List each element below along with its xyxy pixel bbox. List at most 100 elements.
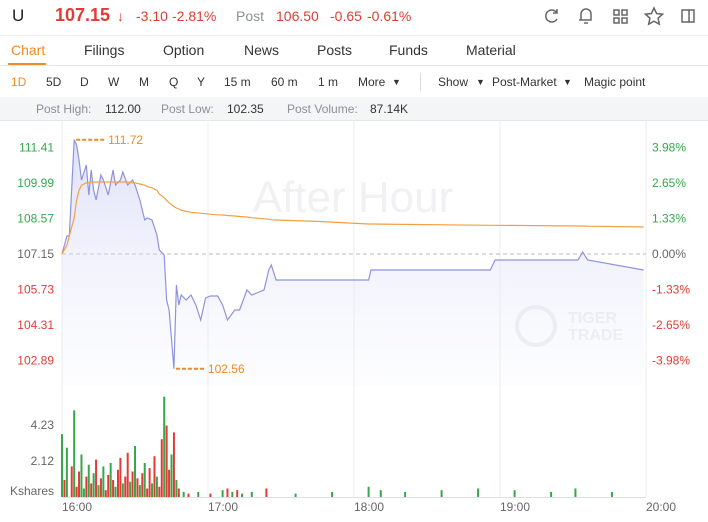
y2-tick-label: -1.33% — [652, 283, 690, 297]
volume-bar — [134, 446, 136, 497]
volume-bar — [153, 456, 156, 497]
tab-underline — [8, 63, 46, 65]
volume-bar — [131, 471, 134, 497]
period[interactable]: 15 m — [224, 75, 251, 89]
toolbar-item[interactable]: Post-Market — [492, 75, 557, 89]
period[interactable]: 1D — [11, 75, 27, 89]
volume-bar — [440, 490, 443, 497]
period[interactable]: W — [108, 75, 120, 89]
tab[interactable]: Posts — [317, 42, 353, 58]
volume-bar — [124, 476, 127, 497]
volume-bar — [90, 483, 93, 497]
stat-label: Post Volume: — [287, 102, 358, 116]
post-price: 106.50 — [276, 8, 319, 24]
volume-bar — [182, 491, 185, 497]
chart: After HourTIGERTRADE16:0017:0018:0019:00… — [0, 120, 708, 514]
dropdown-caret: ▼ — [563, 77, 572, 87]
tab[interactable]: Option — [163, 42, 205, 58]
period[interactable]: Q — [169, 75, 179, 89]
tab[interactable]: Filings — [84, 42, 125, 58]
change: -3.10 — [136, 8, 168, 24]
period[interactable]: D — [80, 75, 89, 89]
tab[interactable]: Funds — [389, 42, 428, 58]
period[interactable]: 1 m — [318, 75, 339, 89]
volume-bar — [165, 425, 168, 497]
volume-bar — [151, 483, 154, 497]
y2-tick-label: 2.65% — [652, 176, 686, 190]
volume-bar — [404, 491, 407, 497]
volume-bar — [116, 469, 119, 497]
tab[interactable]: News — [244, 42, 280, 58]
volume-bar — [73, 410, 76, 497]
volume-bar — [143, 463, 146, 497]
period[interactable]: More — [358, 75, 386, 89]
change-pct: -2.81% — [172, 8, 217, 24]
stats-bar — [0, 97, 708, 120]
y-tick-label: 109.99 — [17, 176, 54, 190]
tab[interactable]: Chart — [11, 42, 46, 58]
volume-bar — [129, 481, 132, 497]
toolbar-item[interactable]: Magic point — [584, 75, 646, 89]
volume-bar — [610, 491, 613, 497]
volume-bar — [265, 488, 268, 497]
panel-icon[interactable] — [681, 9, 695, 23]
volume-bar — [158, 486, 161, 497]
y-tick-label: 104.31 — [17, 318, 54, 332]
volume-bar — [379, 490, 382, 497]
volume-bar — [477, 488, 480, 497]
volume-bar — [175, 480, 178, 497]
volume-bar — [197, 491, 200, 497]
separator — [420, 73, 421, 91]
volume-bar — [168, 469, 171, 497]
symbol: U — [12, 6, 25, 25]
x-tick-label: 20:00 — [646, 500, 676, 514]
tab[interactable]: Material — [466, 42, 516, 58]
volume-bar — [163, 396, 166, 497]
volume-bar — [92, 473, 95, 497]
stat-label: Post Low: — [161, 102, 214, 116]
refresh-icon[interactable] — [545, 9, 558, 23]
volume-bar — [97, 485, 100, 497]
price-area — [62, 139, 644, 385]
post-change-pct: -0.61% — [367, 8, 412, 24]
volume-bar — [121, 483, 124, 497]
volume-bar — [241, 493, 244, 497]
volume-bar — [138, 485, 141, 497]
y2-tick-label: 0.00% — [652, 247, 686, 261]
volume-tick-label: 2.12 — [31, 454, 55, 468]
period[interactable]: Y — [197, 75, 206, 89]
volume-bar — [160, 439, 163, 497]
volume-bar — [331, 491, 334, 497]
grid-icon[interactable] — [613, 9, 628, 24]
volume-bar — [550, 491, 553, 497]
volume-bar — [99, 478, 102, 497]
session: Post — [236, 8, 265, 24]
period[interactable]: M — [139, 75, 149, 89]
volume-bar — [78, 471, 81, 497]
period[interactable]: 5D — [46, 75, 62, 89]
star-icon[interactable] — [643, 6, 665, 26]
bell-icon[interactable] — [579, 8, 592, 24]
y2-tick-label: 3.98% — [652, 140, 686, 154]
volume-bar — [104, 490, 107, 497]
volume-bar — [65, 447, 68, 497]
y2-tick-label: -2.65% — [652, 318, 690, 332]
volume-bar — [250, 491, 253, 497]
divider — [0, 65, 708, 66]
volume-bar — [126, 452, 129, 497]
dropdown-caret: ▼ — [476, 77, 485, 87]
volume-bar — [114, 486, 117, 497]
toolbar-item[interactable]: Show — [438, 75, 469, 89]
stat-label: Post High: — [36, 102, 92, 116]
dropdown-caret: ▼ — [392, 77, 401, 87]
volume-bar — [141, 473, 144, 497]
y2-tick-label: 1.33% — [652, 211, 686, 225]
volume-bar — [85, 476, 88, 497]
y-tick-label: 107.15 — [17, 247, 54, 261]
period[interactable]: 60 m — [271, 75, 298, 89]
x-tick-label: 18:00 — [354, 500, 384, 514]
stat-value: 102.35 — [227, 102, 264, 116]
post-change: -0.65 — [330, 8, 362, 24]
volume-bar — [82, 488, 85, 497]
down-arrow: ↓ — [117, 8, 124, 24]
